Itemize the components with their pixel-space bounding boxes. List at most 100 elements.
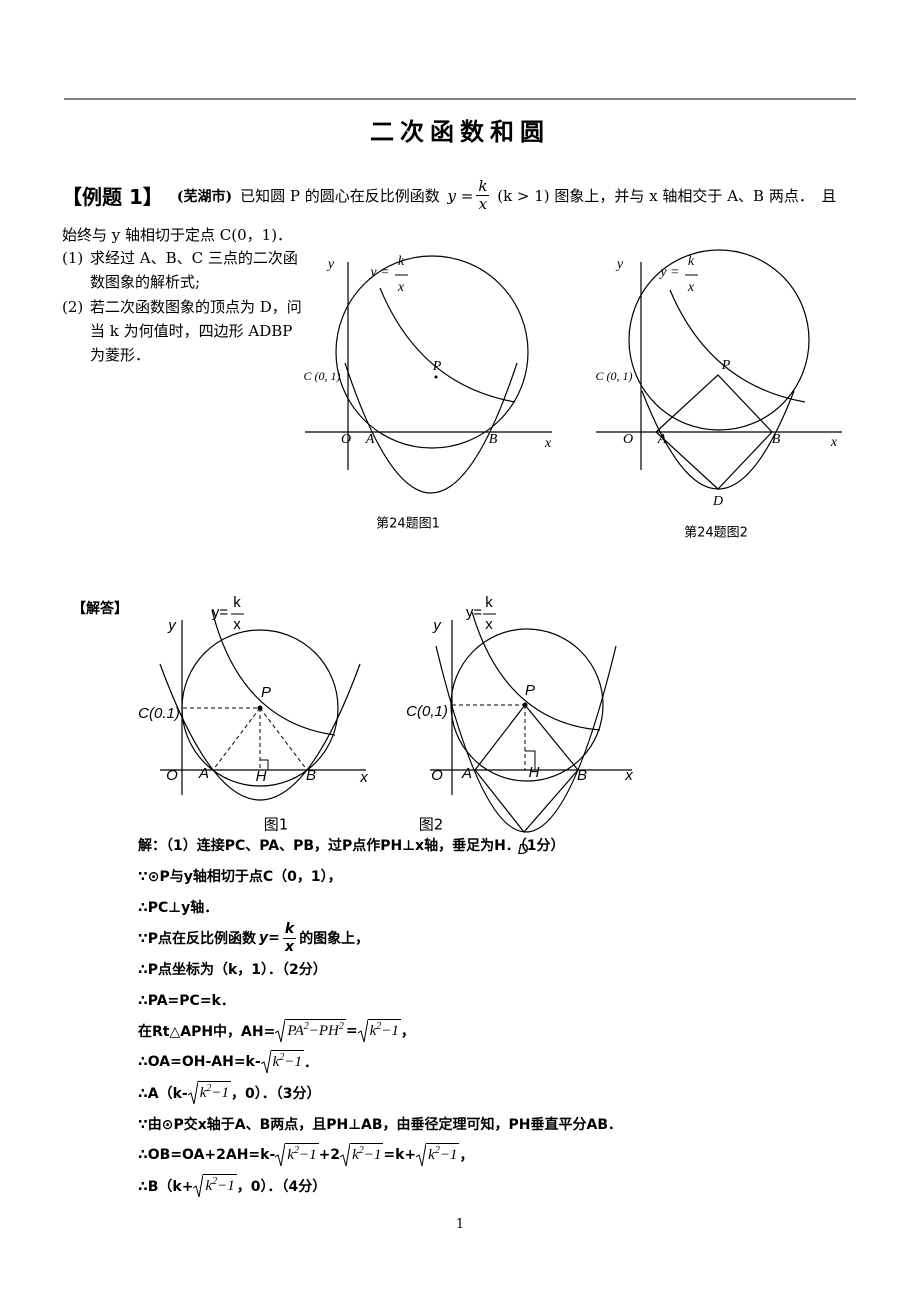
- solution-line: ∴B（k+ k2−1 ，0）．（4分）: [138, 1171, 326, 1201]
- radicand-text: −1: [211, 1085, 229, 1101]
- point: [434, 375, 438, 379]
- point-label: C (0, 1): [596, 369, 633, 383]
- radical-stroke: [275, 1143, 286, 1167]
- radicand-text: k: [352, 1147, 359, 1163]
- point-label: A: [198, 765, 209, 782]
- text: ∵P点在反比例函数: [138, 931, 257, 947]
- point-label: D: [518, 841, 529, 858]
- text: ，: [400, 1024, 415, 1040]
- radicand: k2−1: [197, 1081, 231, 1105]
- func-label: k: [688, 254, 695, 269]
- hyperbola: [669, 289, 806, 403]
- parabola: [344, 362, 518, 494]
- text: ∴PA=PC=k．: [138, 993, 235, 1009]
- point-label: C(0.1): [138, 705, 180, 722]
- formula-lhs: y =: [447, 186, 474, 205]
- func-label: y =: [368, 265, 389, 280]
- problem-item: (1) 求经过 A、B、C 三点的二次函数图象的解析式;: [62, 246, 302, 294]
- radical-stroke: [275, 1019, 286, 1043]
- text: ∵由⊙P交x轴于A、B两点，且PH⊥AB，由垂径定理可知，PH垂直平分AB．: [138, 1117, 623, 1133]
- point-label: B: [772, 432, 781, 447]
- text: ，0）．（3分）: [231, 1086, 321, 1102]
- axis-label: x: [544, 436, 552, 451]
- problem-item: (2) 若二次函数图象的顶点为 D，问当 k 为何值时，四边形 ADBP 为菱形．: [62, 295, 302, 367]
- hyperbola: [471, 611, 601, 731]
- radicand: k2−1: [367, 1019, 401, 1043]
- formula-lhs: y=: [259, 930, 280, 946]
- radicand-text: k: [287, 1147, 294, 1163]
- point-label: P: [261, 684, 271, 701]
- point-label: P: [432, 359, 442, 374]
- point-label: P: [525, 682, 535, 699]
- exponent: 2: [212, 1176, 218, 1187]
- point-label: A: [657, 432, 667, 447]
- exponent: 2: [206, 1083, 212, 1094]
- point-label: O: [166, 767, 178, 784]
- radical-stroke: [187, 1081, 198, 1105]
- caption: 图1: [264, 816, 289, 834]
- exponent: 2: [376, 1021, 382, 1032]
- solution-line: ∴P点坐标为（k，1）．（2分）: [138, 954, 327, 984]
- text: ∴B（k+: [138, 1179, 194, 1195]
- item-number: (2): [62, 298, 84, 316]
- func-label: x: [485, 616, 493, 633]
- func-label: k: [485, 594, 493, 611]
- func-label: y=: [212, 604, 229, 621]
- point-label: B: [306, 767, 316, 784]
- text: ，0）．（4分）: [236, 1179, 327, 1195]
- text: ，: [459, 1148, 474, 1164]
- radicand-text: k: [272, 1054, 280, 1070]
- solution-line: 在Rt△APH中，AH= PA2−PH2 = k2−1，: [138, 1016, 415, 1046]
- radicand: k2−1: [285, 1143, 319, 1167]
- axis-label: x: [624, 767, 633, 784]
- parabola: [435, 645, 617, 833]
- solution-line: ∵P点在反比例函数 y= k x 的图象上，: [138, 921, 369, 955]
- radical-sign: [275, 1019, 286, 1043]
- item-text: 求经过 A、B、C 三点的二次函数图象的解析式;: [90, 249, 298, 291]
- problem-line: 始终与 y 轴相切于定点 C(0，1)．: [62, 226, 293, 244]
- circle: [335, 255, 529, 449]
- solution-line: ∴OB=OA+2AH=k-k2−1 +2 k2−1 =k+ k2−1，: [138, 1140, 473, 1170]
- radicand-text: k: [369, 1023, 377, 1039]
- text: ．: [303, 1055, 318, 1071]
- radical-stroke: [193, 1174, 204, 1198]
- exponent: 2: [279, 1052, 285, 1063]
- radical-stroke: [416, 1143, 427, 1167]
- radical-sign: [260, 1050, 271, 1074]
- axis-label: y: [432, 617, 442, 634]
- point-label: B: [577, 767, 587, 784]
- sqrt: k2−1: [340, 1143, 384, 1167]
- radicand: k2−1: [270, 1050, 304, 1074]
- exponent: 2: [434, 1145, 440, 1156]
- numerator: k: [282, 921, 297, 939]
- radical-stroke: [340, 1143, 351, 1167]
- solution-heading: 【解答】: [72, 601, 128, 617]
- point-label: A: [365, 432, 375, 447]
- text: +2: [318, 1147, 341, 1163]
- radicand-text: k: [205, 1178, 213, 1194]
- numerator: k: [476, 177, 490, 197]
- caption: 第24题图1: [376, 517, 440, 532]
- point-label: O: [341, 432, 351, 447]
- point-label: P: [721, 358, 731, 373]
- radical-sign: [340, 1143, 351, 1167]
- radicand-text: −PH: [308, 1023, 339, 1039]
- hyperbola: [379, 287, 516, 403]
- radical-stroke: [260, 1050, 271, 1074]
- circle: [450, 628, 604, 782]
- radicand-text: −1: [298, 1147, 317, 1163]
- denominator: x: [285, 938, 295, 955]
- denominator: x: [478, 195, 488, 214]
- solution-line: ∴PC⊥y轴．: [138, 892, 218, 922]
- func-label: y =: [658, 265, 679, 280]
- sqrt: k2−1: [193, 1174, 237, 1198]
- point-label: C(0,1): [406, 703, 448, 720]
- axis-label: x: [830, 435, 838, 450]
- rhombus: [474, 704, 579, 833]
- sqrt: k2−1: [357, 1019, 401, 1043]
- point-label: O: [431, 767, 443, 784]
- radicand-text: k: [199, 1085, 207, 1101]
- problem-line: 【例题 1】 (芜湖市) 已知圆 P 的圆心在反比例函数 y = k x (k > …: [62, 177, 836, 214]
- rhombus: [655, 374, 773, 490]
- text: 在Rt△APH中，AH=: [138, 1024, 276, 1040]
